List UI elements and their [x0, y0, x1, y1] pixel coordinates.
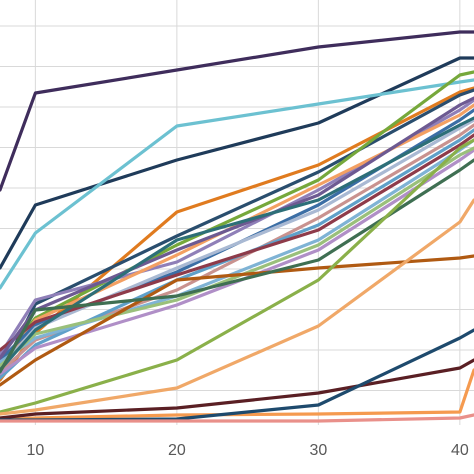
series-line-13: [0, 133, 474, 352]
series-line-21: [0, 138, 474, 414]
series-line-3: [0, 78, 474, 290]
series-line-24: [0, 358, 474, 420]
x-tick-label: 10: [26, 442, 44, 459]
series-line-2: [0, 56, 474, 270]
x-tick-label: 40: [451, 442, 469, 459]
series-line-7: [0, 98, 474, 357]
series-line-26: [0, 413, 474, 423]
x-tick-labels: 10 20 30 40: [26, 442, 468, 459]
series-line-20: [0, 158, 474, 374]
x-tick-label: 20: [168, 442, 186, 459]
series-line-19: [0, 254, 474, 387]
series-layer: [0, 30, 474, 423]
series-line-1: [0, 30, 474, 192]
series-line-22: [0, 198, 474, 416]
series-line-25: [0, 328, 474, 422]
series-line-23: [0, 368, 474, 422]
series-line-10: [0, 118, 474, 370]
x-tick-label: 30: [309, 442, 327, 459]
series-line-18: [0, 116, 474, 372]
